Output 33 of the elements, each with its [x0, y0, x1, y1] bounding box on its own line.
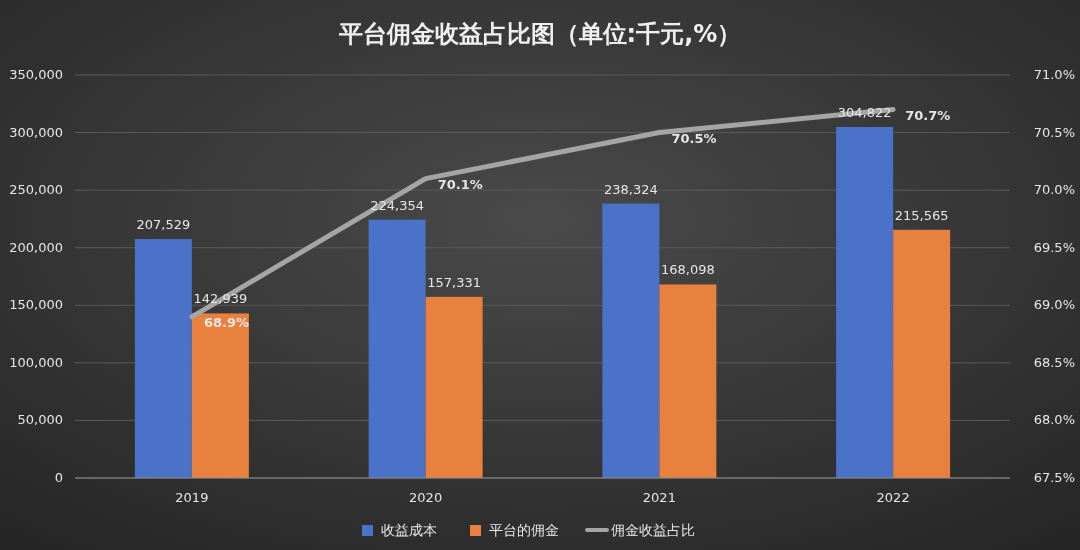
y-tick-label: 50,000 [17, 412, 63, 428]
y-tick-label: 100,000 [9, 354, 63, 370]
x-tick-label: 2019 [175, 490, 209, 505]
data-label: 207,529 [136, 217, 191, 233]
y2-tick-label: 70.0% [1033, 182, 1075, 198]
y-tick-label: 300,000 [9, 124, 63, 140]
y-tick-label: 250,000 [9, 182, 63, 198]
y2-tick-label: 67.5% [1033, 470, 1075, 485]
data-label: 157,331 [427, 274, 482, 290]
data-label: 168,098 [660, 262, 715, 278]
y-tick-label: 200,000 [9, 239, 63, 255]
x-tick-label: 2022 [876, 490, 910, 505]
y-tick-label: 0 [54, 470, 63, 485]
y2-tick-label: 68.5% [1033, 354, 1075, 370]
y-tick-label: 150,000 [9, 297, 63, 313]
data-label: 70.7% [905, 107, 951, 123]
y2-tick-label: 70.5% [1033, 124, 1075, 140]
legend-label: 佣金收益占比 [611, 522, 695, 538]
chart-title: 平台佣金收益占比图（单位:千元,%） [337, 20, 742, 48]
data-label: 70.5% [671, 130, 717, 146]
data-label: 238,324 [603, 181, 658, 197]
y2-tick-label: 68.0% [1033, 412, 1075, 428]
data-label: 215,565 [894, 207, 949, 223]
data-label: 70.1% [437, 176, 483, 192]
x-tick-label: 2020 [409, 490, 443, 505]
y2-tick-label: 69.5% [1033, 239, 1075, 255]
legend-label: 平台的佣金 [489, 522, 559, 538]
y2-tick-label: 69.0% [1033, 297, 1075, 313]
y2-tick-label: 71.0% [1033, 67, 1075, 82]
y-tick-label: 350,000 [9, 67, 63, 82]
data-label: 68.9% [203, 314, 249, 330]
x-tick-label: 2021 [642, 490, 676, 505]
legend-label: 收益成本 [381, 522, 437, 538]
